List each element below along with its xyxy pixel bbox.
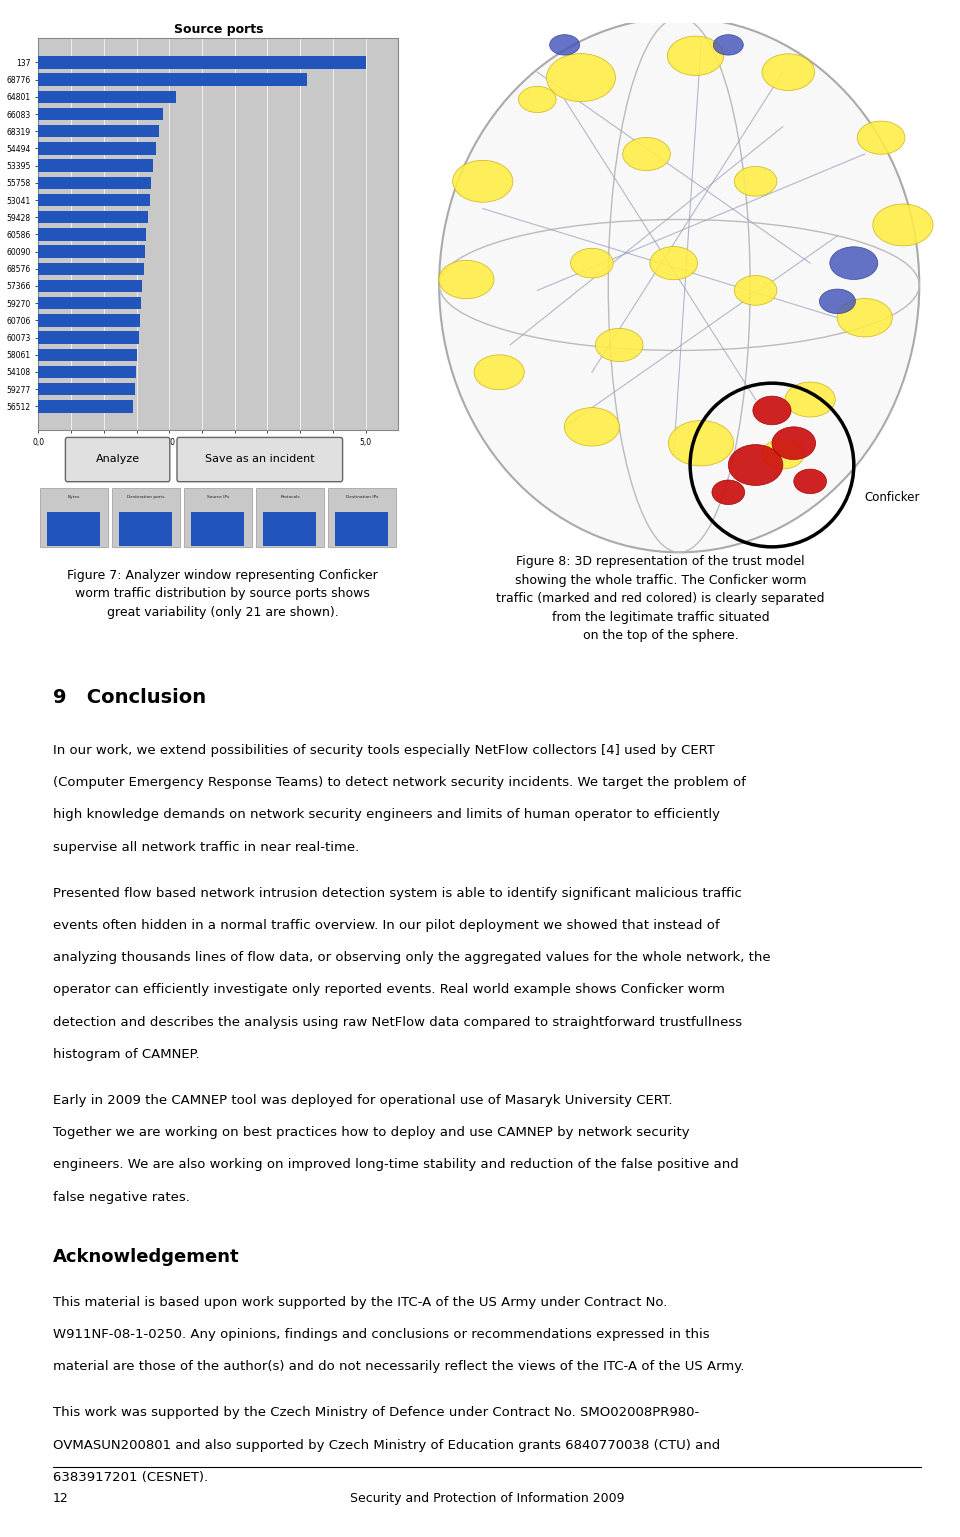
Ellipse shape bbox=[570, 249, 613, 278]
Text: Protocols: Protocols bbox=[280, 495, 300, 498]
Text: analyzing thousands lines of flow data, or observing only the aggregated values : analyzing thousands lines of flow data, … bbox=[53, 951, 771, 964]
Text: Save as an incident: Save as an incident bbox=[205, 453, 315, 464]
Bar bbox=[38, 297, 141, 309]
Bar bbox=[112, 489, 180, 547]
Text: Destination ports: Destination ports bbox=[128, 495, 165, 498]
Bar bbox=[184, 489, 252, 547]
Text: This work was supported by the Czech Ministry of Defence under Contract No. SMO0: This work was supported by the Czech Min… bbox=[53, 1406, 699, 1419]
Text: (Computer Emergency Response Teams) to detect network security incidents. We tar: (Computer Emergency Response Teams) to d… bbox=[53, 776, 746, 788]
Ellipse shape bbox=[729, 444, 782, 486]
Text: OVMASUN200801 and also supported by Czech Ministry of Education grants 684077003: OVMASUN200801 and also supported by Czec… bbox=[53, 1439, 720, 1451]
Ellipse shape bbox=[829, 247, 877, 280]
Text: high knowledge demands on network security engineers and limits of human operato: high knowledge demands on network securi… bbox=[53, 808, 720, 821]
FancyBboxPatch shape bbox=[177, 438, 343, 481]
Text: This material is based upon work supported by the ITC-A of the US Army under Con: This material is based upon work support… bbox=[53, 1296, 667, 1308]
Text: Security and Protection of Information 2009: Security and Protection of Information 2… bbox=[350, 1491, 624, 1505]
Bar bbox=[38, 332, 138, 344]
Bar bbox=[38, 314, 140, 326]
Ellipse shape bbox=[762, 54, 815, 91]
Text: Acknowledgement: Acknowledgement bbox=[53, 1248, 239, 1265]
Text: Figure 8: 3D representation of the trust model
showing the whole traffic. The Co: Figure 8: 3D representation of the trust… bbox=[496, 555, 825, 642]
Ellipse shape bbox=[518, 86, 556, 112]
Ellipse shape bbox=[734, 166, 777, 197]
Bar bbox=[119, 512, 172, 546]
Bar bbox=[40, 489, 108, 547]
Text: Bytes: Bytes bbox=[68, 495, 81, 498]
Text: events often hidden in a normal traffic overview. In our pilot deployment we sho: events often hidden in a normal traffic … bbox=[53, 919, 719, 931]
Text: In our work, we extend possibilities of security tools especially NetFlow collec: In our work, we extend possibilities of … bbox=[53, 744, 714, 756]
Text: Destination IPs: Destination IPs bbox=[346, 495, 378, 498]
Bar bbox=[263, 512, 316, 546]
Ellipse shape bbox=[439, 260, 494, 298]
Ellipse shape bbox=[857, 121, 905, 154]
Ellipse shape bbox=[873, 204, 933, 246]
Text: 9   Conclusion: 9 Conclusion bbox=[53, 689, 206, 707]
Bar bbox=[38, 227, 146, 241]
Bar bbox=[38, 57, 366, 69]
Ellipse shape bbox=[794, 469, 827, 493]
Bar bbox=[38, 91, 176, 103]
Bar bbox=[38, 143, 156, 155]
Text: W911NF-08-1-0250. Any opinions, findings and conclusions or recommendations expr: W911NF-08-1-0250. Any opinions, findings… bbox=[53, 1328, 709, 1340]
Text: Conficker: Conficker bbox=[865, 492, 921, 504]
Ellipse shape bbox=[667, 37, 724, 75]
Bar bbox=[256, 489, 324, 547]
Ellipse shape bbox=[713, 35, 743, 55]
Text: false negative rates.: false negative rates. bbox=[53, 1191, 190, 1203]
Text: operator can efficiently investigate only reported events. Real world example sh: operator can efficiently investigate onl… bbox=[53, 984, 725, 996]
Text: Figure 7: Analyzer window representing Conficker
worm traffic distribution by so: Figure 7: Analyzer window representing C… bbox=[67, 569, 378, 619]
Text: 6383917201 (CESNET).: 6383917201 (CESNET). bbox=[53, 1471, 208, 1483]
Ellipse shape bbox=[550, 35, 580, 55]
Ellipse shape bbox=[474, 355, 524, 390]
Bar bbox=[191, 512, 244, 546]
Bar bbox=[38, 211, 149, 223]
Ellipse shape bbox=[712, 480, 745, 504]
Ellipse shape bbox=[761, 440, 804, 469]
Bar bbox=[38, 400, 133, 412]
Bar bbox=[47, 512, 100, 546]
Text: material are those of the author(s) and do not necessarily reflect the views of : material are those of the author(s) and … bbox=[53, 1360, 744, 1373]
Ellipse shape bbox=[734, 275, 777, 306]
Ellipse shape bbox=[439, 17, 920, 552]
Ellipse shape bbox=[453, 160, 513, 203]
Bar bbox=[38, 349, 137, 361]
Text: Analyze: Analyze bbox=[96, 453, 139, 464]
Bar bbox=[38, 263, 144, 275]
Bar bbox=[38, 246, 145, 258]
Text: Early in 2009 the CAMNEP tool was deployed for operational use of Masaryk Univer: Early in 2009 the CAMNEP tool was deploy… bbox=[53, 1094, 672, 1107]
Ellipse shape bbox=[772, 427, 816, 460]
Ellipse shape bbox=[785, 383, 835, 417]
Ellipse shape bbox=[623, 137, 670, 171]
Bar bbox=[38, 74, 307, 86]
Bar bbox=[335, 512, 388, 546]
Ellipse shape bbox=[650, 246, 698, 280]
X-axis label: count: count bbox=[204, 452, 232, 463]
Bar bbox=[38, 194, 150, 206]
FancyBboxPatch shape bbox=[65, 438, 170, 481]
Ellipse shape bbox=[546, 54, 615, 101]
Text: Source IPs: Source IPs bbox=[207, 495, 229, 498]
Text: histogram of CAMNEP.: histogram of CAMNEP. bbox=[53, 1048, 200, 1061]
Text: 12: 12 bbox=[53, 1491, 68, 1505]
Bar bbox=[328, 489, 396, 547]
Ellipse shape bbox=[668, 421, 733, 466]
Bar bbox=[38, 177, 151, 189]
Bar bbox=[38, 366, 136, 378]
Ellipse shape bbox=[837, 298, 893, 337]
Text: Together we are working on best practices how to deploy and use CAMNEP by networ: Together we are working on best practice… bbox=[53, 1127, 689, 1139]
Text: detection and describes the analysis using raw NetFlow data compared to straight: detection and describes the analysis usi… bbox=[53, 1016, 742, 1028]
Ellipse shape bbox=[753, 397, 791, 424]
Ellipse shape bbox=[564, 407, 619, 446]
Text: supervise all network traffic in near real-time.: supervise all network traffic in near re… bbox=[53, 841, 359, 853]
Ellipse shape bbox=[820, 289, 855, 314]
Text: engineers. We are also working on improved long-time stability and reduction of : engineers. We are also working on improv… bbox=[53, 1159, 738, 1171]
Bar bbox=[38, 383, 134, 395]
Bar bbox=[38, 108, 163, 120]
Ellipse shape bbox=[595, 329, 643, 361]
Bar bbox=[38, 124, 159, 137]
Bar bbox=[38, 280, 142, 292]
Title: Source ports: Source ports bbox=[174, 23, 263, 35]
Bar bbox=[38, 160, 153, 172]
Text: Presented flow based network intrusion detection system is able to identify sign: Presented flow based network intrusion d… bbox=[53, 887, 742, 899]
